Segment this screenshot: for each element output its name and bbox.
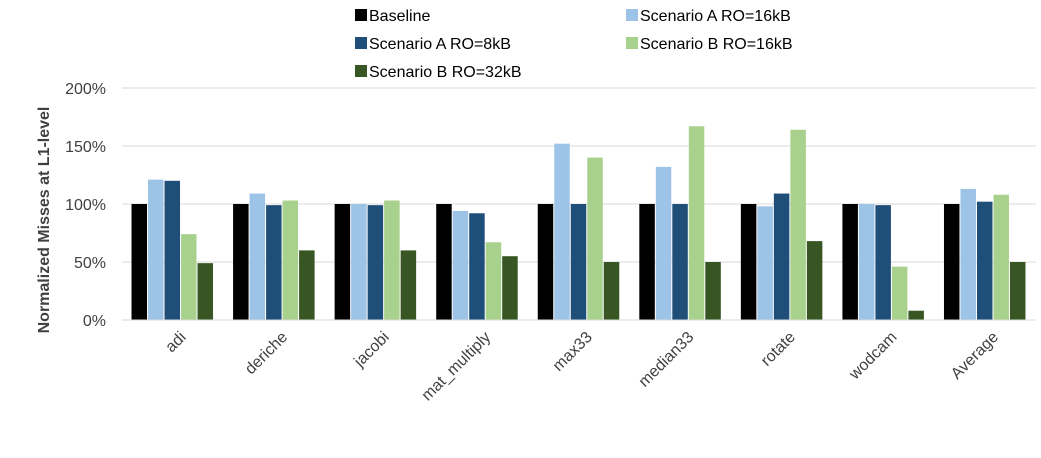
bar bbox=[875, 205, 891, 320]
bar bbox=[639, 204, 655, 320]
bar bbox=[452, 210, 469, 320]
bar bbox=[554, 143, 570, 320]
legend-entry: Scenario B RO=32kB bbox=[369, 64, 522, 81]
bar bbox=[148, 179, 164, 320]
bar bbox=[993, 194, 1009, 320]
bar bbox=[266, 205, 282, 320]
bar bbox=[655, 166, 672, 320]
legend-entry: Scenario A RO=8kB bbox=[369, 36, 511, 53]
legend-entry: Scenario A RO=16kB bbox=[640, 8, 791, 25]
bar bbox=[570, 204, 587, 320]
y-tick-label: 200% bbox=[65, 81, 106, 98]
bar bbox=[587, 157, 603, 320]
bar bbox=[334, 204, 351, 320]
bar bbox=[181, 234, 197, 320]
legend-swatch bbox=[626, 9, 638, 21]
bar bbox=[773, 193, 790, 320]
bar bbox=[672, 204, 688, 320]
bar bbox=[842, 204, 858, 320]
bar bbox=[233, 204, 249, 320]
bar bbox=[367, 205, 384, 320]
bar bbox=[960, 188, 976, 320]
bar bbox=[436, 204, 452, 320]
bar bbox=[299, 250, 315, 320]
bar bbox=[603, 262, 620, 320]
legend-swatch bbox=[355, 65, 367, 77]
bar bbox=[790, 129, 806, 320]
bar bbox=[976, 201, 993, 320]
x-axis-categories: adi deriche jacobi mat_multiply max33 median3… bbox=[162, 329, 1002, 405]
bar bbox=[502, 256, 518, 320]
bar bbox=[164, 180, 181, 320]
bar bbox=[740, 204, 757, 320]
x-category-label: deriche bbox=[242, 329, 291, 378]
bar bbox=[757, 206, 773, 320]
y-tick-label: 150% bbox=[65, 139, 106, 156]
x-category-label: Average bbox=[948, 329, 1002, 383]
bars bbox=[131, 126, 1026, 320]
bar bbox=[282, 200, 299, 320]
bar bbox=[943, 204, 960, 320]
bar bbox=[688, 126, 705, 320]
bar bbox=[400, 250, 417, 320]
bar bbox=[469, 213, 485, 320]
bar bbox=[537, 204, 554, 320]
bar bbox=[197, 263, 214, 320]
y-tick-label: 50% bbox=[74, 255, 106, 272]
legend-swatch bbox=[355, 37, 367, 49]
legend-swatch bbox=[626, 37, 638, 49]
x-category-label: max33 bbox=[550, 329, 596, 375]
legend-swatch bbox=[355, 9, 367, 21]
x-category-label: adi bbox=[162, 329, 189, 356]
y-axis-ticks: 0% 50% 100% 150% 200% bbox=[65, 81, 106, 330]
y-tick-label: 100% bbox=[65, 197, 106, 214]
bar bbox=[131, 204, 148, 320]
x-category-label: jacobi bbox=[350, 329, 392, 371]
bar bbox=[351, 204, 367, 320]
bar bbox=[384, 200, 400, 320]
x-category-label: median33 bbox=[636, 329, 698, 391]
x-category-label: mat_multiply bbox=[419, 329, 495, 405]
bar bbox=[858, 204, 875, 320]
legend: Baseline Scenario A RO=16kB Scenario A RO=… bbox=[355, 8, 793, 81]
bar bbox=[249, 193, 266, 320]
y-tick-label: 0% bbox=[83, 313, 106, 330]
x-category-label: rotate bbox=[758, 329, 799, 370]
legend-entry: Baseline bbox=[369, 8, 430, 25]
legend-entry: Scenario B RO=16kB bbox=[640, 36, 793, 53]
y-axis-label: Normalized Misses at L1-level bbox=[36, 107, 53, 334]
bar bbox=[705, 262, 721, 320]
bar bbox=[1009, 262, 1026, 320]
bar bbox=[891, 266, 908, 320]
bar bbox=[485, 242, 502, 320]
bar bbox=[806, 241, 823, 320]
bar bbox=[908, 310, 924, 320]
x-category-label: wodcam bbox=[846, 329, 901, 384]
